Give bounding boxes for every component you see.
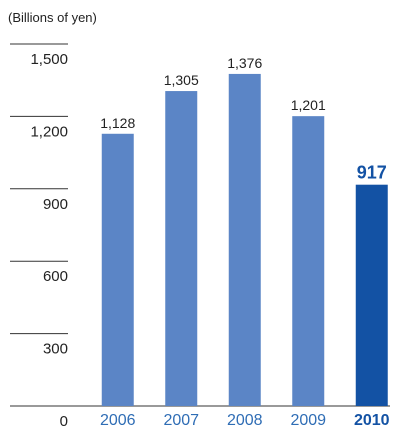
- x-tick-label-2007: 2007: [163, 412, 199, 428]
- y-tick-label: 900: [43, 196, 68, 213]
- x-tick-label-2008: 2008: [227, 412, 263, 428]
- data-label-2010: 917: [357, 163, 387, 183]
- data-label-2008: 1,376: [227, 55, 262, 71]
- y-tick-label: 1,500: [30, 51, 68, 68]
- bars: [101, 73, 388, 407]
- data-labels: 1,128 1,305 1,376 1,201 917: [100, 55, 387, 183]
- x-axis-ticks: 2006 2007 2008 2009 2010: [100, 412, 390, 428]
- y-axis-ticks: 0 300 600 900 1,200 1,500: [30, 51, 68, 428]
- gridlines: [10, 43, 390, 407]
- y-tick-label: 600: [43, 268, 68, 285]
- bar-2010: [355, 184, 388, 406]
- bar-2007: [165, 91, 198, 406]
- x-tick-label-2006: 2006: [100, 412, 136, 428]
- y-tick-label: 0: [60, 413, 68, 428]
- y-tick-label: 1,200: [30, 123, 68, 140]
- data-label-2007: 1,305: [164, 72, 199, 88]
- bar-2006: [101, 133, 134, 406]
- x-tick-label-2010: 2010: [354, 412, 390, 428]
- y-tick-label: 300: [43, 341, 68, 358]
- unit-label: (Billions of yen): [8, 10, 97, 25]
- data-label-2009: 1,201: [291, 97, 326, 113]
- bar-2008: [228, 73, 261, 407]
- data-label-2006: 1,128: [100, 115, 135, 131]
- x-tick-label-2009: 2009: [290, 412, 326, 428]
- bar-2009: [292, 116, 325, 407]
